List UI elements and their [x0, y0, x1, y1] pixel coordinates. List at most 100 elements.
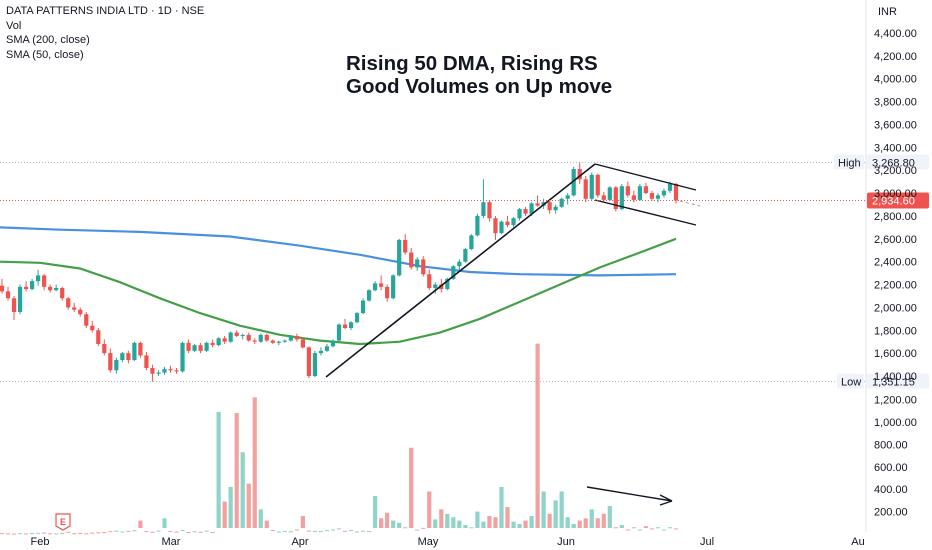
- candle-body: [42, 275, 47, 287]
- candle: [523, 206, 528, 216]
- candle-body: [391, 275, 396, 299]
- candle-body: [138, 342, 143, 356]
- candle-body: [90, 325, 95, 331]
- price-tick-label: 2,400.00: [874, 257, 917, 269]
- candle: [174, 367, 179, 374]
- volume-bar: [649, 528, 655, 530]
- volume-bar: [228, 486, 233, 528]
- volume-bar: [565, 517, 570, 528]
- volume-bar: [90, 532, 95, 534]
- candle-body: [168, 369, 173, 371]
- candle: [288, 334, 293, 342]
- volume-bar: [246, 483, 251, 528]
- volume-bar: [264, 520, 269, 528]
- candle-body: [96, 330, 101, 344]
- volume-tick-label: 600.00: [874, 462, 908, 474]
- volume-bar: [192, 531, 197, 533]
- price-tick-label: 3,800.00: [874, 97, 917, 109]
- candle: [517, 207, 522, 221]
- candle-body: [565, 195, 570, 199]
- candle: [354, 311, 360, 324]
- candle-body: [601, 195, 606, 200]
- volume-bar: [667, 527, 673, 529]
- volume-tick-label: 200.00: [874, 507, 908, 519]
- volume-bar: [433, 519, 438, 528]
- volume-bar: [529, 516, 534, 528]
- candle: [511, 217, 516, 228]
- candle-body: [120, 353, 125, 360]
- volume-bar: [535, 343, 540, 528]
- volume-bar: [222, 501, 227, 528]
- candle-body: [463, 249, 468, 262]
- candle-body: [36, 275, 41, 282]
- price-axis[interactable]: INR 4,400.00 4,200.00 4,000.00 3,800.00 3,600…: [874, 6, 917, 519]
- volume-bar: [487, 516, 492, 528]
- candle-body: [216, 338, 221, 346]
- annotation-text[interactable]: Rising 50 DMA, Rising RS Good Volumes on…: [346, 52, 612, 98]
- candle-body: [583, 179, 588, 199]
- candle-body: [114, 359, 119, 371]
- rising-trendline[interactable]: [325, 163, 596, 378]
- candle-body: [631, 195, 636, 200]
- volume-bar: [421, 527, 426, 529]
- candle-body: [78, 309, 83, 315]
- candle: [84, 311, 89, 328]
- candle-body: [366, 290, 372, 301]
- candle: [216, 337, 221, 347]
- candle-body: [673, 183, 679, 201]
- volume-bar: [102, 531, 107, 533]
- candle-body: [150, 367, 155, 374]
- candle-body: [589, 174, 594, 199]
- volume-bar: [42, 532, 47, 534]
- candle: [475, 213, 480, 237]
- candle: [433, 282, 438, 294]
- volume-bar: [583, 518, 588, 528]
- price-tick-label: 1,400.00: [874, 371, 917, 383]
- candle-body: [523, 209, 528, 214]
- candle-body: [547, 202, 552, 211]
- candle: [108, 348, 113, 373]
- candle: [324, 343, 330, 352]
- volume-bar: [198, 531, 203, 533]
- volume-bar: [409, 447, 414, 528]
- candle: [385, 284, 390, 302]
- price-candles: [0, 162, 679, 382]
- volume-bar: [625, 529, 630, 531]
- volume-bar: [204, 530, 209, 532]
- volume-tick-label: 1,000.00: [874, 417, 917, 429]
- volume-decline-arrow[interactable]: [586, 486, 673, 502]
- sma200-legend[interactable]: SMA (200, close): [6, 34, 90, 46]
- candle: [17, 284, 23, 315]
- volume-bar: [601, 513, 606, 528]
- vol-legend[interactable]: Vol: [6, 19, 22, 32]
- high-label-bg: [834, 154, 864, 170]
- candle: [48, 284, 53, 293]
- trendline-drawings[interactable]: [325, 163, 701, 506]
- volume-bar: [643, 526, 649, 528]
- last-price-value: 2,934.60: [872, 196, 915, 208]
- symbol-title[interactable]: DATA PATTERNS INDIA LTD · 1D · NSE: [6, 5, 205, 17]
- candle: [336, 323, 342, 342]
- earnings-label: E: [60, 517, 66, 527]
- candle-body: [276, 341, 281, 343]
- candle: [180, 341, 185, 373]
- time-tick-label: Jul: [700, 536, 714, 548]
- volume-bar: [324, 530, 330, 532]
- candle-body: [445, 278, 450, 290]
- flag-lower-line[interactable]: [594, 199, 697, 226]
- earnings-marker[interactable]: E: [55, 513, 71, 531]
- time-axis[interactable]: Feb Mar Apr May Jun Jul Au: [31, 536, 865, 548]
- candle-body: [23, 286, 29, 290]
- volume-bar: [571, 523, 576, 528]
- candle-body: [192, 345, 197, 351]
- candle-body: [475, 215, 480, 236]
- low-value-bg: [867, 373, 929, 389]
- volume-bar: [126, 530, 131, 532]
- candle: [96, 327, 101, 347]
- sma50-legend[interactable]: SMA (50, close): [6, 48, 84, 61]
- volume-bar: [0, 533, 5, 535]
- candle-body: [571, 169, 576, 196]
- sma50-line: [0, 237, 677, 346]
- flag-upper-line[interactable]: [594, 163, 697, 191]
